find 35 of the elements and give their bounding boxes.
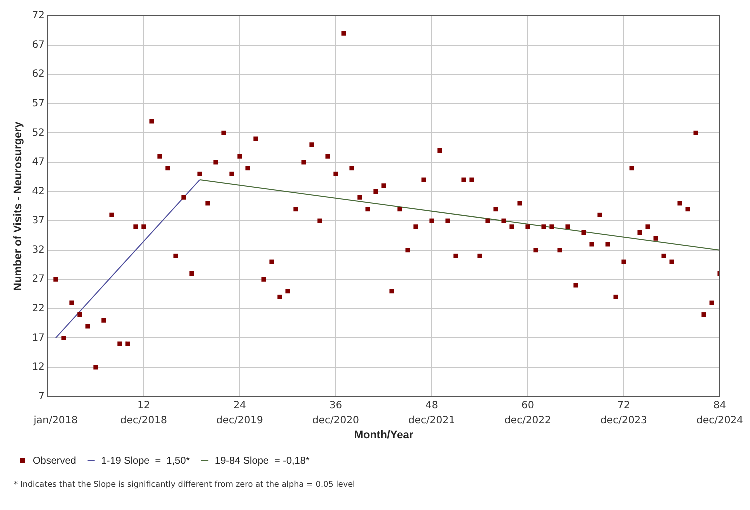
- x2-tick-label: dec/2024: [696, 415, 744, 426]
- legend-label: 19-84 Slope = -0,18*: [215, 456, 310, 467]
- x-tick-label: 72: [618, 400, 630, 412]
- x2-tick-label: dec/2019: [216, 415, 264, 426]
- legend-label: 1-19 Slope = 1,50*: [101, 456, 190, 467]
- x-tick-label: 60: [522, 400, 534, 412]
- y-tick-label: 62: [32, 69, 45, 80]
- y-tick-label: 7: [38, 391, 45, 402]
- x2-tick-label: dec/2022: [504, 415, 552, 426]
- x-tick-label: 84: [714, 400, 726, 412]
- y-tick-label: 32: [32, 244, 45, 256]
- x-axis-title: Month/Year: [354, 429, 414, 442]
- y-tick-label: 47: [32, 157, 45, 168]
- x2-tick-label: dec/2018: [120, 415, 168, 426]
- y-axis-title: Number of Visits - Neurosurgery: [12, 120, 25, 291]
- x2-tick-label: dec/2020: [312, 415, 360, 426]
- y-tick-label: 72: [32, 10, 45, 22]
- y-tick-label: 22: [32, 304, 45, 315]
- x-tick-label: 48: [426, 400, 438, 412]
- x-tick-label: 24: [234, 400, 246, 412]
- x2-tick-label: dec/2021: [408, 415, 456, 426]
- legend-label: Observed: [33, 456, 76, 467]
- x-tick-label: 36: [330, 400, 342, 412]
- y-tick-label: 52: [32, 128, 45, 139]
- x2-tick-label: jan/2018: [32, 415, 78, 426]
- y-tick-label: 27: [32, 274, 45, 286]
- x-tick-label: 12: [138, 400, 150, 412]
- y-tick-label: 67: [32, 40, 45, 51]
- y-tick-label: 17: [32, 332, 45, 344]
- x2-tick-label: dec/2023: [600, 415, 648, 426]
- y-tick-label: 42: [32, 186, 45, 198]
- y-tick-label: 12: [32, 362, 45, 374]
- y-tick-label: 37: [32, 216, 45, 227]
- y-tick-label: 57: [32, 98, 45, 110]
- text: * Indicates that the Slope is significantly different from zero at the alpha = 0.05 level: [14, 480, 356, 489]
